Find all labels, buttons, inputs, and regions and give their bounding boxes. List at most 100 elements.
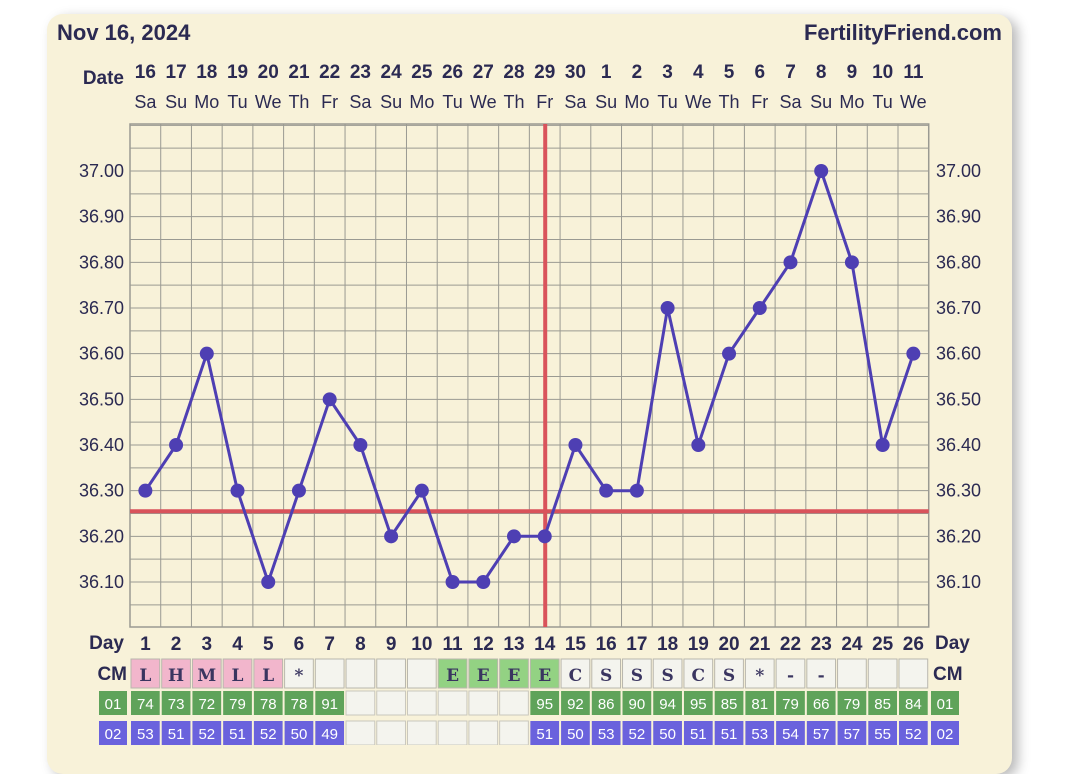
temperature-point[interactable]	[752, 301, 767, 315]
temperature-point[interactable]	[169, 438, 184, 452]
cm-cell[interactable]	[499, 658, 529, 689]
weekday-label: Th	[503, 92, 524, 112]
cm-cell[interactable]	[191, 658, 222, 689]
y-tick-label-right: 36.30	[936, 481, 981, 501]
date-label: 3	[662, 62, 673, 83]
row-01-label-box-right	[931, 691, 959, 715]
cm-cell[interactable]	[468, 658, 499, 689]
weekday-label: Fr	[321, 92, 338, 112]
temperature-point[interactable]	[568, 438, 583, 452]
cm-cell[interactable]	[744, 658, 775, 689]
brand-link[interactable]: FertilityFriend.com	[804, 20, 1002, 45]
y-tick-label-right: 36.70	[936, 298, 981, 318]
date-label: 26	[442, 62, 463, 83]
temperature-point[interactable]	[722, 346, 737, 361]
temperature-point[interactable]	[476, 575, 491, 589]
temperature-point[interactable]	[783, 255, 798, 270]
y-tick-label-right: 37.00	[936, 161, 981, 181]
cm-row-label-left: CM	[97, 664, 127, 685]
cm-cell[interactable]	[314, 658, 345, 689]
date-label: 1	[601, 62, 612, 83]
temperature-point[interactable]	[291, 483, 306, 498]
cm-cell[interactable]	[867, 658, 898, 689]
temperature-point[interactable]	[906, 346, 921, 361]
y-tick-label-left: 37.00	[79, 161, 124, 181]
temperature-point[interactable]	[507, 529, 521, 544]
cm-cell[interactable]	[806, 658, 837, 689]
cycle-day-label: 11	[443, 634, 464, 655]
row-01-value: 66	[813, 696, 830, 713]
temperature-point[interactable]	[414, 483, 429, 498]
cm-cell[interactable]	[253, 658, 284, 689]
row-01-value: 95	[536, 696, 553, 713]
row-01-cell	[376, 690, 406, 716]
row-02-value: 53	[137, 726, 154, 743]
cm-cell[interactable]	[130, 658, 161, 689]
row-02-value: 57	[813, 726, 830, 743]
row-02-cell	[622, 721, 652, 745]
weekday-label: Sa	[134, 92, 157, 112]
row-02-value: 50	[567, 726, 584, 743]
temperature-point[interactable]	[875, 438, 890, 452]
date-label: 20	[258, 62, 279, 83]
temperature-point[interactable]	[691, 438, 706, 452]
date-label: 22	[319, 62, 340, 83]
cycle-day-label: 6	[294, 634, 305, 655]
y-tick-label-left: 36.60	[79, 344, 124, 364]
cm-cell[interactable]	[775, 658, 806, 689]
date-label: 6	[754, 62, 765, 83]
temperature-point[interactable]	[660, 301, 675, 315]
cm-cell[interactable]	[898, 658, 929, 689]
row-01-value: 78	[260, 696, 277, 713]
row-02-label-box-left	[99, 721, 127, 745]
row-02-cell	[284, 721, 314, 745]
cm-cell[interactable]	[652, 658, 683, 689]
row-02-cell	[683, 721, 713, 745]
cm-cell[interactable]	[714, 658, 744, 689]
cm-cell[interactable]	[345, 658, 376, 689]
cm-row-label-right: CM	[933, 664, 963, 685]
cm-cell[interactable]	[837, 658, 867, 689]
row-02-cell	[499, 720, 529, 745]
temperature-point[interactable]	[844, 255, 859, 270]
row-02-cell	[315, 721, 345, 745]
temperature-point[interactable]	[599, 483, 614, 498]
cm-cell[interactable]	[222, 658, 253, 689]
row-02-value: 57	[844, 726, 861, 743]
cm-cell[interactable]	[284, 658, 314, 689]
cm-cell[interactable]	[622, 658, 652, 689]
temperature-point[interactable]	[384, 529, 399, 544]
temperature-point[interactable]	[814, 164, 829, 178]
cycle-day-label: 14	[534, 634, 556, 655]
temperature-point[interactable]	[322, 392, 337, 407]
row-01-value: 79	[229, 696, 246, 713]
temperature-point[interactable]	[230, 483, 245, 498]
cm-value: L	[139, 666, 151, 686]
date-label: 19	[227, 62, 248, 83]
temperature-point[interactable]	[138, 483, 153, 498]
cm-cell[interactable]	[161, 658, 191, 689]
row-02-label-left: 02	[105, 726, 122, 743]
cycle-day-label: 9	[386, 634, 397, 655]
temperature-point[interactable]	[353, 438, 368, 452]
temperature-point[interactable]	[629, 483, 644, 498]
row-01-value: 85	[721, 696, 738, 713]
cm-cell[interactable]	[683, 658, 714, 689]
cm-cell[interactable]	[437, 658, 468, 689]
date-label: 29	[534, 62, 555, 83]
weekday-label: Su	[595, 92, 617, 112]
weekday-label: We	[255, 92, 282, 112]
temperature-point[interactable]	[261, 575, 276, 589]
temperature-point[interactable]	[537, 529, 552, 544]
cm-cell[interactable]	[560, 658, 591, 689]
date-label: 8	[816, 62, 827, 83]
row-02-cell	[345, 720, 376, 745]
cm-cell[interactable]	[529, 658, 560, 689]
temperature-point[interactable]	[445, 575, 460, 589]
row-01-value: 79	[844, 696, 861, 713]
row-01-value: 72	[198, 696, 215, 713]
cm-cell[interactable]	[376, 658, 406, 689]
cm-cell[interactable]	[406, 658, 437, 689]
temperature-point[interactable]	[199, 346, 214, 361]
cm-cell[interactable]	[591, 658, 622, 689]
